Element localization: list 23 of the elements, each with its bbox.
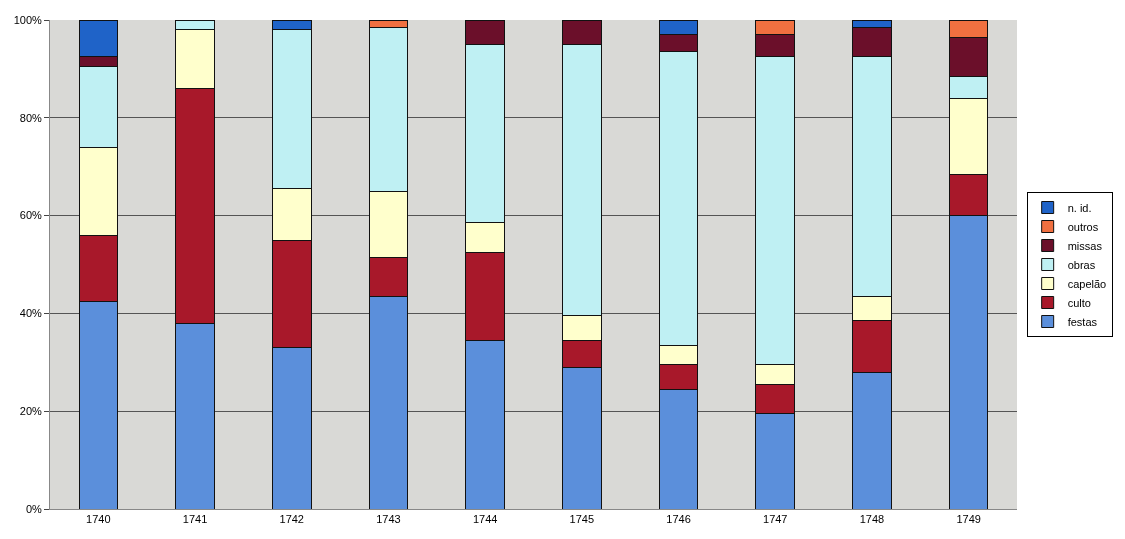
x-tick-label: 1749: [956, 513, 981, 526]
legend-label: capelão: [1067, 277, 1107, 290]
legend-label: culto: [1067, 296, 1091, 309]
y-tick-label: 40%: [19, 307, 42, 320]
x-tick-label: 1748: [859, 513, 885, 526]
x-tick-label: 1742: [279, 513, 304, 526]
legend-label: outros: [1067, 220, 1099, 233]
x-tick-label: 1744: [472, 513, 498, 526]
y-tick-label: 80%: [19, 111, 42, 124]
x-tick-label: 1746: [666, 513, 691, 526]
legend-label: n. id.: [1067, 201, 1092, 214]
legend-label: obras: [1067, 258, 1096, 271]
x-tick-label: 1745: [569, 513, 595, 526]
legend-label: missas: [1067, 239, 1103, 252]
y-tick-label: 100%: [13, 13, 43, 26]
x-tick-label: 1747: [763, 513, 788, 526]
y-tick-label: 0%: [25, 502, 43, 515]
y-tick-label: 60%: [19, 209, 42, 222]
x-tick-label: 1740: [86, 513, 111, 526]
y-tick-label: 20%: [19, 405, 42, 418]
x-tick-label: 1743: [376, 513, 401, 526]
legend-label: festas: [1067, 315, 1098, 328]
x-tick-label: 1741: [182, 513, 208, 526]
